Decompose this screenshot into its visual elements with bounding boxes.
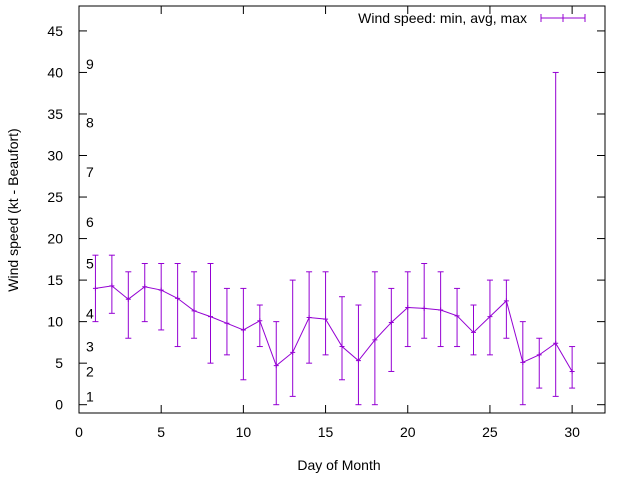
x-tick-label: 15 [318,424,334,440]
x-tick-label: 20 [400,424,416,440]
beaufort-label: 5 [86,255,94,271]
y-tick-label: 0 [55,397,63,413]
y-axis-title: Wind speed (kt - Beaufort) [5,128,21,291]
beaufort-label: 8 [86,114,94,130]
y-tick-label: 10 [47,314,63,330]
legend: Wind speed: min, avg, max [358,10,586,26]
beaufort-label: 4 [86,305,94,321]
beaufort-label: 2 [86,363,94,379]
y-tick-label: 35 [47,106,63,122]
x-axis: 0 5 10 15 20 25 30 [75,6,580,440]
x-tick-label: 5 [157,424,165,440]
plot-frame [78,5,606,414]
y-tick-label: 25 [47,189,63,205]
x-tick-label: 25 [482,424,498,440]
y-tick-label: 5 [55,355,63,371]
beaufort-label: 9 [86,56,94,72]
y-tick-label: 30 [47,148,63,164]
y-tick-label: 40 [47,64,63,80]
beaufort-label: 1 [86,388,94,404]
beaufort-label: 3 [86,339,94,355]
y-tick-label: 20 [47,231,63,247]
y-tick-label: 15 [47,272,63,288]
x-tick-label: 0 [75,424,83,440]
series-layer [92,71,576,406]
legend-label: Wind speed: min, avg, max [358,10,527,26]
x-tick-label: 10 [236,424,252,440]
x-tick-label: 30 [564,424,580,440]
x-axis-title: Day of Month [297,457,380,473]
beaufort-label: 7 [86,164,94,180]
y-tick-label: 45 [47,23,63,39]
avg-line [95,285,573,372]
beaufort-label: 6 [86,214,94,230]
beaufort-scale: 1 2 3 4 5 6 7 8 9 [86,56,94,404]
